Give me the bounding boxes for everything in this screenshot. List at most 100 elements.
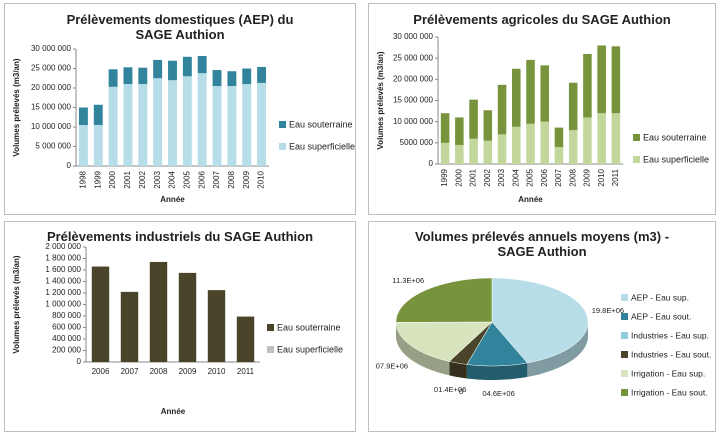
bar [497,84,507,135]
bar [197,56,207,74]
bar [138,67,148,85]
bar [583,117,592,164]
bar [597,113,606,164]
pie-slice [491,277,589,364]
bar [242,84,252,166]
bar [212,70,222,87]
bar [242,68,252,85]
legend-label: AEP - Eau sout. [631,311,691,321]
bar [149,261,168,362]
y-tick-label: 20 000 000 [31,83,72,92]
data-label: 04.6E+06 [482,389,514,398]
bar [257,82,267,166]
x-tick-label: 2009 [242,170,251,188]
bar [526,123,535,164]
bar [108,69,118,87]
legend-swatch [621,351,628,358]
y-tick-label: 0 [77,357,82,366]
x-tick-label: 2010 [208,367,226,376]
y-tick-label: 1 000 000 [45,300,81,309]
bar [120,291,139,362]
data-label: 07.9E+06 [376,362,408,371]
chart: 19.8E+06 04.6E+06 001.4E+06 07.9E+06 11.3E+0… [376,276,712,398]
y-tick-label: 1 600 000 [45,265,81,274]
x-tick-label: 2007 [121,367,139,376]
data-label: 11.3E+06 [392,276,424,285]
x-tick-label: 2002 [138,170,147,188]
x-tick-label: 1999 [440,168,449,186]
y-tick-label: 0 [429,159,434,168]
bar [440,142,450,164]
y-tick-label: 30 000 000 [393,32,434,41]
x-tick-label: 2006 [92,367,110,376]
bar [583,53,592,118]
bar [168,80,177,166]
bar [611,46,621,114]
bar [526,59,535,124]
y-tick-label: 1 400 000 [45,277,81,286]
bar [568,130,578,164]
y-tick-label: 25 000 000 [393,53,434,62]
panel: Prélèvements agricoles du SAGE Authion 0… [368,3,716,215]
legend-swatch [621,332,628,339]
legend-label: AEP - Eau sup. [631,292,689,302]
chart: 0 5 000 000 10 000 000 15 000 000 20 000 000… [12,44,355,204]
bar [497,134,507,164]
bar [568,82,578,131]
x-tick-label: 2003 [153,170,162,188]
x-tick-label: 2000 [454,168,463,186]
x-tick-label: 2011 [237,367,255,376]
bar [93,104,103,126]
y-tick-label: 600 000 [52,323,81,332]
x-tick-label: 2000 [108,170,117,188]
y-tick-label: 1 200 000 [45,288,81,297]
chart-title: Volumes prélevés annuels moyens (m3) - S… [414,229,670,259]
legend-label: Industries - Eau sup. [631,330,709,340]
bar [123,84,133,166]
y-tick-label: 25 000 000 [31,64,72,73]
y-tick-label: 10 000 000 [393,117,434,126]
y-axis-title: Volumes prélevés (m3/an) [12,255,21,353]
y-tick-label: 1 800 000 [45,254,81,263]
y-tick-label: 20 000 000 [393,74,434,83]
data-label: 19.8E+06 [592,306,624,315]
legend-label: Eau superficielle [277,344,343,354]
x-tick-label: 2007 [212,170,221,188]
bar [455,117,464,145]
legend-label: Eau souterraine [277,322,341,332]
legend-swatch [279,121,286,128]
pie-side [449,361,467,379]
legend-swatch [621,389,628,396]
x-axis-title: Année [160,195,185,204]
data-label: 0 [459,387,463,396]
legend-swatch [267,346,274,353]
bar [93,125,103,166]
y-tick-label: 15 000 000 [393,96,434,105]
bar [182,56,192,77]
legend-swatch [279,143,286,150]
x-tick-label: 2010 [257,170,266,188]
bar [597,45,606,114]
legend-label: Eau souterraine [643,132,707,142]
x-tick-label: 2002 [483,168,492,186]
pie-side [396,322,450,376]
x-tick-label: 2010 [597,168,606,186]
x-tick-label: 2006 [197,170,206,188]
x-tick-label: 1999 [93,170,102,188]
x-tick-label: 2001 [123,170,132,188]
x-tick-label: 2008 [150,367,168,376]
panel: Prélèvements industriels du SAGE Authion… [4,221,356,432]
bar [207,290,226,362]
y-tick-label: 10 000 000 [31,122,72,131]
panel: Prélèvements domestiques (AEP) du SAGE A… [4,3,356,215]
bar [91,266,110,362]
x-tick-label: 2004 [511,168,520,186]
pie-slice [395,321,493,362]
bar [108,86,118,166]
legend-label: Industries - Eau sout. [631,349,711,359]
x-tick-label: 2011 [611,168,620,186]
bar [257,66,267,83]
bar [469,99,478,139]
bar [483,140,493,164]
